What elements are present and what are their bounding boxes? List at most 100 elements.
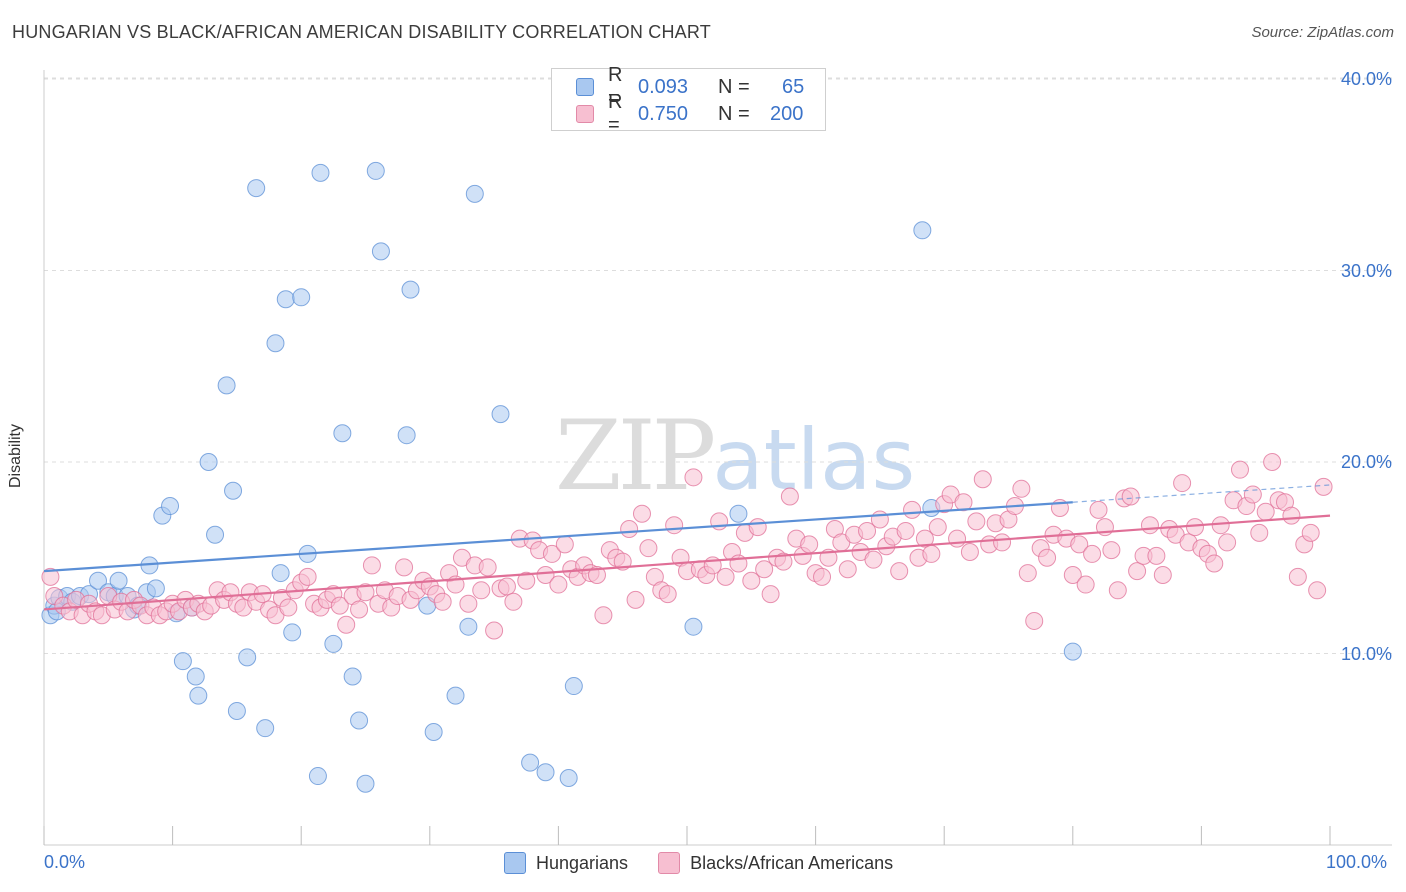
point-black-68 [478, 558, 497, 577]
legend-swatch-blacks [658, 852, 681, 874]
legend-item-blacks[interactable]: Blacks/African Americans [658, 852, 893, 874]
point-black-172 [1147, 546, 1166, 565]
r-label: R = [608, 91, 623, 136]
swatch-blacks [576, 105, 594, 123]
point-black-159 [1063, 565, 1082, 584]
r-value: 0.750 [638, 102, 689, 125]
point-hungarian-48 [401, 280, 420, 299]
point-black-111 [755, 560, 774, 579]
point-hungarian-25 [206, 525, 225, 544]
legend-item-hungarians[interactable]: Hungarians [504, 852, 628, 874]
point-hungarian-50 [424, 723, 443, 742]
trendline-hungarian [43, 501, 1073, 573]
point-black-187 [1243, 485, 1262, 504]
point-black-69 [485, 621, 504, 640]
y-axis-label: Disability [7, 423, 24, 489]
point-black-0 [41, 567, 60, 586]
point-black-190 [1263, 453, 1282, 471]
x-tick-label-min: 0.0% [44, 852, 86, 872]
point-black-144 [967, 512, 986, 531]
point-black-55 [395, 558, 414, 577]
point-black-193 [1282, 506, 1301, 525]
point-black-196 [1301, 523, 1320, 542]
point-black-91 [626, 590, 645, 609]
swatch-hungarians [576, 78, 594, 96]
point-black-162 [1083, 544, 1102, 563]
point-black-97 [665, 516, 684, 535]
point-hungarian-52 [459, 617, 478, 636]
point-black-176 [1173, 474, 1192, 493]
point-hungarian-58 [564, 677, 583, 696]
trendline-black [43, 514, 1331, 611]
point-black-86 [594, 606, 613, 625]
point-hungarian-63 [1063, 642, 1082, 661]
point-hungarian-53 [465, 184, 484, 203]
point-black-110 [748, 518, 767, 537]
point-black-40 [298, 567, 317, 586]
point-hungarian-16 [146, 579, 165, 598]
point-black-166 [1108, 581, 1127, 600]
point-black-50 [362, 556, 381, 575]
x-tick-label-max: 100.0% [1326, 852, 1388, 872]
n-label: N = [718, 75, 750, 98]
point-black-90 [620, 520, 639, 539]
point-black-161 [1076, 575, 1095, 594]
point-black-136 [915, 529, 934, 548]
trendline-hungarian-extension [1072, 484, 1331, 503]
point-hungarian-44 [356, 774, 375, 793]
legend-label-hungarians: Hungarians [536, 852, 629, 873]
stats-row-blacks: R = 0.750 N = 200 [576, 91, 803, 136]
point-hungarian-20 [173, 652, 192, 671]
point-black-93 [639, 539, 658, 558]
n-value: 65 [782, 75, 805, 98]
point-black-124 [838, 560, 857, 579]
point-black-112 [761, 585, 780, 604]
point-black-178 [1185, 518, 1204, 537]
point-black-85 [587, 565, 606, 584]
point-black-182 [1211, 516, 1230, 535]
point-hungarian-34 [276, 290, 295, 309]
point-black-148 [993, 533, 1012, 552]
point-black-61 [433, 592, 452, 611]
point-black-105 [716, 567, 735, 586]
watermark: ZIPatlas [555, 400, 915, 512]
point-hungarian-36 [292, 288, 311, 307]
point-hungarian-42 [343, 667, 362, 686]
point-black-127 [858, 521, 877, 540]
point-black-171 [1140, 516, 1159, 535]
point-hungarian-22 [186, 667, 205, 686]
y-tick-label-10: 10.0% [1340, 643, 1392, 664]
point-hungarian-59 [684, 617, 703, 636]
point-hungarian-23 [189, 686, 208, 705]
point-black-183 [1218, 533, 1237, 552]
legend-swatch-hungarians [504, 852, 526, 874]
point-hungarian-40 [324, 634, 343, 653]
point-hungarian-33 [271, 564, 290, 583]
point-hungarian-10 [109, 571, 128, 590]
point-hungarian-60 [729, 504, 748, 523]
point-hungarian-39 [311, 163, 330, 182]
point-hungarian-24 [199, 453, 218, 471]
point-black-129 [870, 510, 889, 529]
point-black-173 [1153, 565, 1172, 584]
y-tick-label-40: 40.0% [1340, 69, 1392, 89]
point-hungarian-28 [227, 701, 246, 720]
point-black-109 [742, 571, 761, 590]
r-value: 0.093 [638, 75, 689, 98]
watermark-zip: ZIP [555, 400, 716, 512]
point-black-138 [928, 518, 947, 537]
point-hungarian-57 [559, 768, 578, 787]
point-black-71 [497, 577, 516, 596]
point-hungarian-46 [371, 242, 390, 261]
point-black-169 [1128, 562, 1147, 581]
point-black-80 [555, 535, 574, 554]
point-hungarian-26 [217, 376, 236, 395]
point-black-77 [536, 565, 555, 584]
chart-title: HUNGARIAN VS BLACK/AFRICAN AMERICAN DISA… [12, 22, 711, 42]
y-tick-label-30: 30.0% [1340, 260, 1392, 281]
point-black-165 [1102, 541, 1121, 560]
point-hungarian-61 [913, 221, 932, 240]
point-hungarian-31 [256, 719, 275, 738]
legend-label-blacks: Blacks/African Americans [690, 852, 894, 873]
